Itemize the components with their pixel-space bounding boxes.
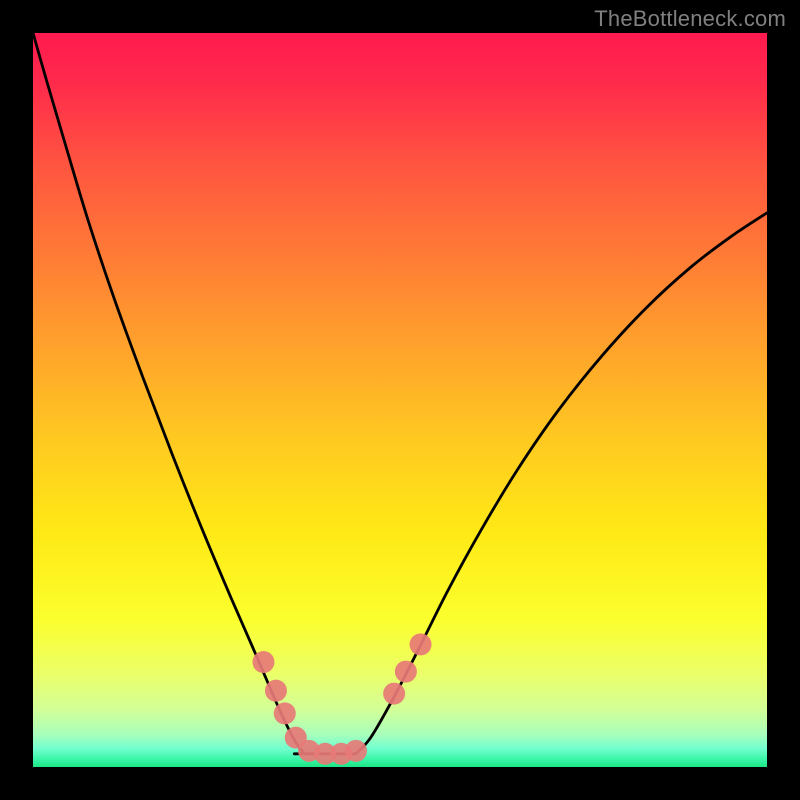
gradient-plot-area: [33, 33, 767, 767]
curve-marker: [410, 633, 432, 655]
curve-marker: [383, 683, 405, 705]
curve-marker: [265, 680, 287, 702]
watermark-text: TheBottleneck.com: [594, 6, 786, 32]
chart-container: TheBottleneck.com: [0, 0, 800, 800]
curve-marker: [395, 661, 417, 683]
curve-marker: [345, 740, 367, 762]
bottleneck-chart-svg: [0, 0, 800, 800]
curve-marker: [252, 651, 274, 673]
curve-marker: [274, 702, 296, 724]
